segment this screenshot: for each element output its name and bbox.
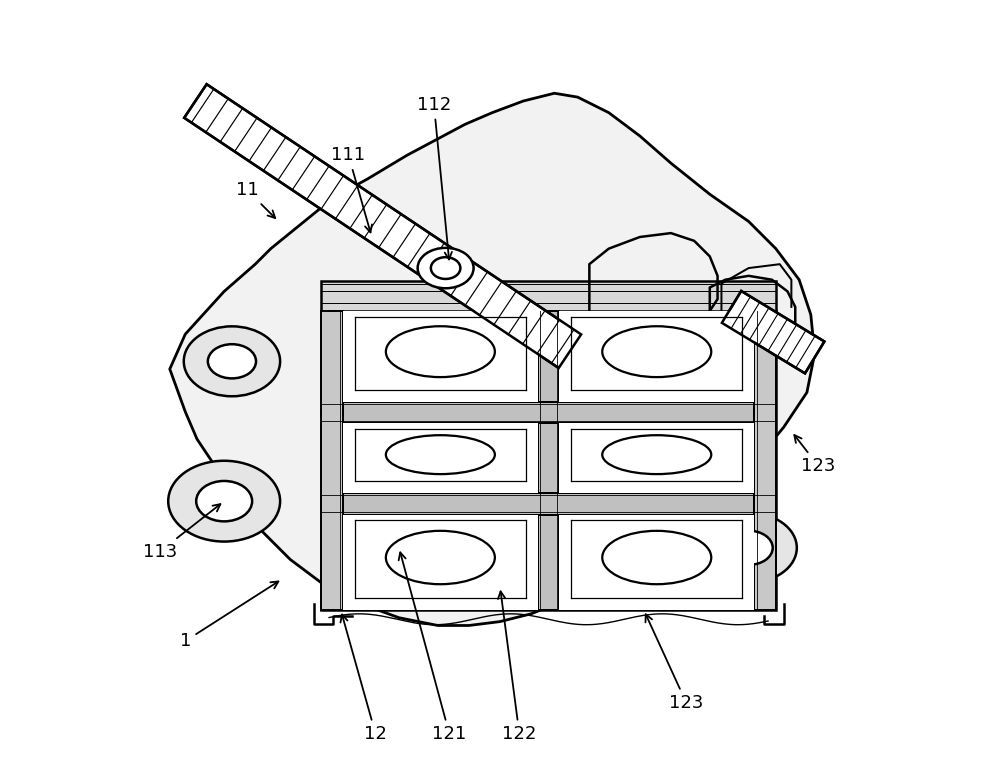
Text: 11: 11 bbox=[236, 181, 275, 218]
Polygon shape bbox=[321, 402, 776, 423]
Text: 122: 122 bbox=[498, 591, 537, 744]
Text: 111: 111 bbox=[331, 146, 372, 232]
Polygon shape bbox=[559, 423, 754, 493]
Ellipse shape bbox=[418, 248, 474, 288]
Polygon shape bbox=[559, 311, 754, 402]
Polygon shape bbox=[170, 93, 815, 625]
Ellipse shape bbox=[184, 326, 280, 396]
Ellipse shape bbox=[386, 326, 495, 377]
Text: 113: 113 bbox=[143, 504, 220, 561]
Text: 12: 12 bbox=[340, 615, 387, 744]
Ellipse shape bbox=[196, 481, 252, 521]
Text: 123: 123 bbox=[645, 615, 704, 713]
Ellipse shape bbox=[700, 513, 797, 583]
Ellipse shape bbox=[602, 435, 711, 474]
Polygon shape bbox=[343, 514, 538, 610]
Polygon shape bbox=[538, 311, 559, 610]
Polygon shape bbox=[321, 311, 776, 610]
Text: 121: 121 bbox=[399, 552, 467, 744]
Ellipse shape bbox=[602, 326, 711, 377]
Polygon shape bbox=[184, 84, 581, 368]
Text: 112: 112 bbox=[417, 96, 452, 260]
Ellipse shape bbox=[386, 435, 495, 474]
Text: 1: 1 bbox=[180, 581, 278, 650]
Polygon shape bbox=[754, 311, 776, 610]
Ellipse shape bbox=[168, 461, 280, 542]
Polygon shape bbox=[321, 493, 776, 514]
Polygon shape bbox=[321, 311, 343, 610]
Ellipse shape bbox=[602, 531, 711, 584]
Polygon shape bbox=[559, 514, 754, 610]
Text: 123: 123 bbox=[794, 435, 836, 476]
Ellipse shape bbox=[725, 531, 773, 565]
Ellipse shape bbox=[431, 257, 460, 279]
Ellipse shape bbox=[386, 531, 495, 584]
Polygon shape bbox=[343, 311, 538, 402]
Ellipse shape bbox=[208, 344, 256, 378]
Polygon shape bbox=[722, 291, 824, 374]
Polygon shape bbox=[321, 281, 776, 311]
Polygon shape bbox=[343, 423, 538, 493]
